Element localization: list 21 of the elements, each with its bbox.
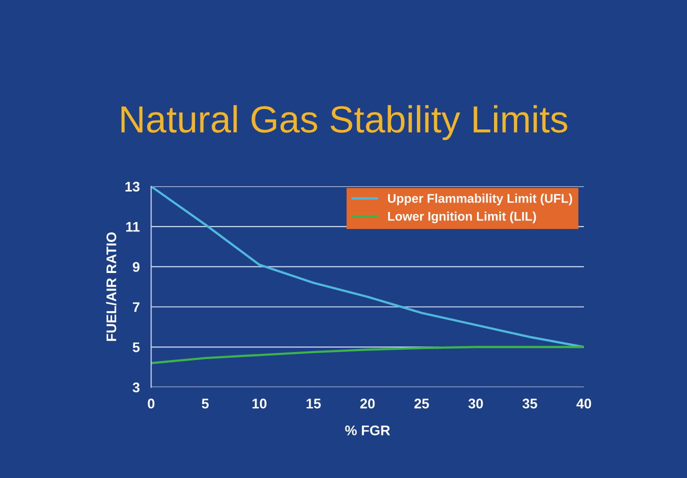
y-tick-label: 3 xyxy=(132,382,140,392)
y-tick-label: 11 xyxy=(126,222,140,232)
x-tick-label: 20 xyxy=(360,398,375,408)
x-tick-label: 30 xyxy=(468,398,483,409)
legend-label: Upper Flammability Limit (UFL) xyxy=(388,194,572,206)
y-tick-label: 9 xyxy=(132,262,140,272)
x-axis-title: % FGR xyxy=(345,425,390,436)
y-tick-label: 13 xyxy=(125,182,140,192)
chart-title: Natural Gas Stability Limits xyxy=(122,105,568,140)
y-tick-label: 7 xyxy=(132,302,140,312)
line-series xyxy=(151,346,584,364)
x-tick-label: 40 xyxy=(576,398,592,408)
x-tick-label: 0 xyxy=(148,398,154,408)
x-tick-label: 15 xyxy=(306,398,321,408)
x-tick-label: 25 xyxy=(414,398,429,408)
x-tick-label: 5 xyxy=(202,398,209,408)
legend-label: Lower Ignition Limit (LIL) xyxy=(388,212,536,224)
x-tick-label: 35 xyxy=(522,398,538,409)
y-tick-label: 5 xyxy=(132,342,140,352)
x-tick-label: 10 xyxy=(252,398,266,408)
y-axis-title: FUEL/AIR RATIO xyxy=(106,232,116,341)
